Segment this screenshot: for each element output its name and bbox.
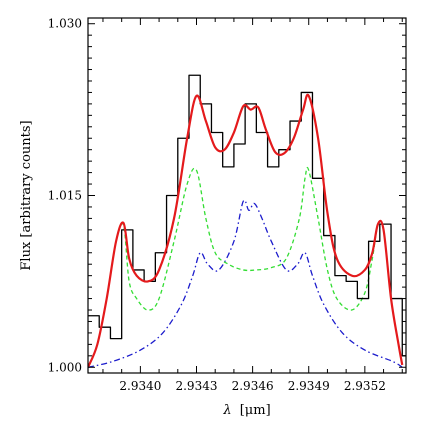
x-tick-label: 2.9346 (232, 379, 274, 393)
y-axis-label: Flux [arbitrary counts] (19, 120, 34, 270)
observed-spectrum-line (88, 74, 406, 357)
model-component-green-line (88, 166, 403, 368)
x-tick-label: 2.9343 (175, 379, 217, 393)
x-axis-label: λ [μm] (222, 403, 270, 418)
model-component-blue-line (88, 199, 403, 368)
y-tick-label: 1.015 (48, 189, 82, 203)
x-tick-label: 2.9352 (344, 379, 386, 393)
x-axis-symbol: λ (222, 403, 231, 418)
x-axis-unit: [μm] (240, 403, 271, 418)
x-tick-label: 2.9349 (288, 379, 330, 393)
plot-frame (87, 17, 407, 374)
y-tick-label: 1.030 (48, 17, 82, 31)
x-tick-label: 2.9340 (119, 379, 161, 393)
tick-layer: 2.9340 2.9343 2.9346 2.9349 2.9352 1.000 1.015… (48, 17, 406, 393)
total-model-line (88, 93, 404, 368)
y-tick-label: 1.000 (48, 360, 82, 374)
series-layer (88, 74, 406, 368)
